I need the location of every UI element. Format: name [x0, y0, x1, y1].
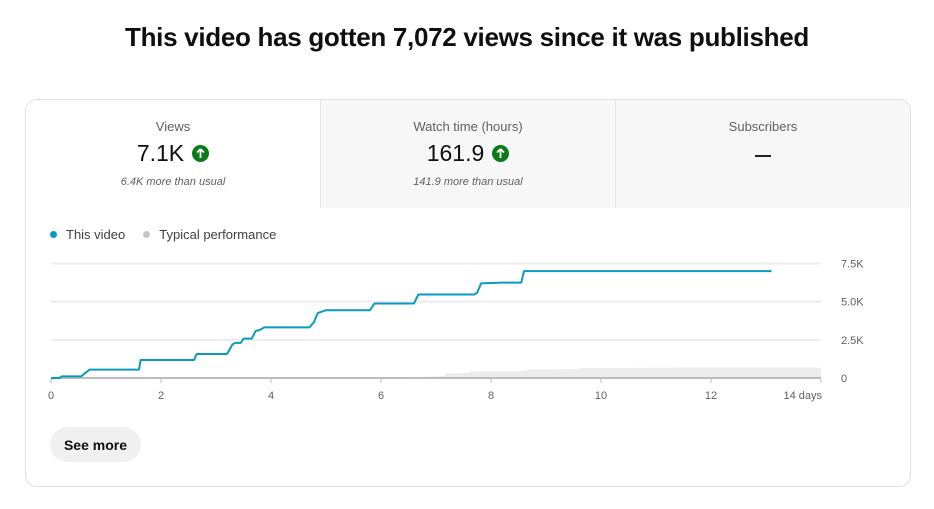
- x-tick-label: 2: [158, 390, 164, 402]
- x-tick-label: 14 days: [783, 390, 822, 402]
- y-tick-label: 5.0K: [841, 297, 864, 309]
- dash-icon: [755, 155, 771, 157]
- x-tick-label: 10: [595, 390, 607, 402]
- metric-note: 141.9 more than usual: [413, 176, 523, 188]
- legend-label: Typical performance: [159, 227, 277, 242]
- metric-label: Subscribers: [728, 119, 798, 134]
- metric-tabs: Views 7.1K 6.4K more than usual Watch ti…: [26, 100, 910, 208]
- legend-dot-icon: [50, 231, 57, 239]
- tab-watch-time[interactable]: Watch time (hours) 161.9 141.9 more than…: [320, 100, 615, 208]
- chart-legend: This video Typical performance: [50, 227, 276, 242]
- metric-note: 6.4K more than usual: [120, 176, 226, 188]
- x-tick-label: 8: [488, 390, 494, 402]
- views-chart: 0 2.5K 5.0K 7.5K 0 2 4 6 8 10 12 14 days: [48, 259, 864, 403]
- see-more-button[interactable]: See more: [50, 427, 141, 462]
- arrow-up-circle-icon: [492, 144, 510, 162]
- y-tick-label: 2.5K: [841, 335, 864, 347]
- x-tick-label: 4: [268, 390, 274, 402]
- legend-item-typical: Typical performance: [143, 227, 276, 242]
- tab-views[interactable]: Views 7.1K 6.4K more than usual: [26, 100, 320, 208]
- tab-subscribers[interactable]: Subscribers —: [615, 100, 910, 208]
- y-tick-label: 0: [841, 373, 847, 385]
- x-tick-label: 12: [705, 390, 717, 402]
- metric-label: Watch time (hours): [413, 119, 523, 134]
- arrow-up-circle-icon: [192, 144, 210, 162]
- y-tick-label: 7.5K: [841, 259, 864, 271]
- typical-performance-area: [51, 367, 821, 378]
- x-tick-label: 6: [378, 390, 384, 402]
- legend-item-this-video: This video: [50, 227, 125, 242]
- x-tick-label: 0: [48, 390, 54, 402]
- legend-label: This video: [66, 227, 126, 242]
- page-title: This video has gotten 7,072 views since …: [125, 22, 809, 52]
- analytics-card: Views 7.1K 6.4K more than usual Watch ti…: [25, 99, 911, 487]
- legend-dot-icon: [143, 231, 151, 239]
- metric-value: 7.1K: [136, 139, 185, 166]
- metric-value: 161.9: [426, 139, 485, 166]
- this-video-line: [51, 270, 772, 379]
- metric-label: Views: [155, 119, 191, 134]
